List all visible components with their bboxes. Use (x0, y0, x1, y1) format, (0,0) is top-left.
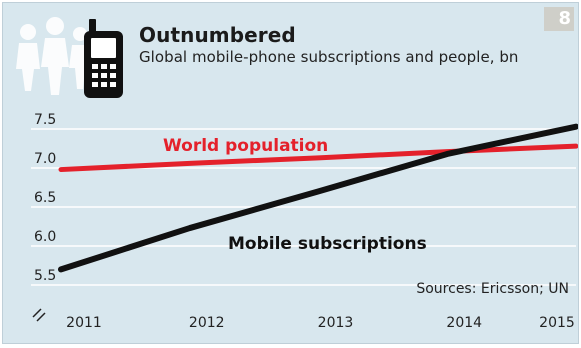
y-tick-label-7.0: 7.0 (34, 151, 56, 167)
y-tick-label-5.5: 5.5 (34, 268, 56, 284)
axis-break-icon (32, 308, 46, 322)
chart-canvas: 5.5 6.0 6.5 7.0 7.5 2011 2012 2013 2014 2015 Wor… (16, 17, 578, 331)
x-tick-label-2011: 2011 (66, 315, 102, 331)
figure-number-badge: 8 (544, 7, 574, 31)
source-note: Sources: Ericsson; UN (416, 281, 569, 297)
y-tick-label-6.5: 6.5 (34, 190, 56, 206)
x-tick-label-2015: 2015 (539, 315, 575, 331)
grid-layer (31, 128, 576, 286)
chart-frame: 5.5 6.0 6.5 7.0 7.5 2011 2012 2013 2014 2015 Wor… (2, 2, 579, 344)
series-layer (58, 123, 578, 273)
chart-subtitle: Global mobile-phone subscriptions and pe… (139, 48, 519, 66)
population-series-label: World population (163, 136, 328, 156)
y-axis-ticks: 5.5 6.0 6.5 7.0 7.5 (34, 112, 56, 284)
subscriptions-series-label: Mobile subscriptions (228, 234, 427, 254)
y-tick-label-6.0: 6.0 (34, 229, 56, 245)
y-tick-label-7.5: 7.5 (34, 112, 56, 128)
x-tick-label-2012: 2012 (189, 315, 225, 331)
mobile-phone-icon (84, 19, 123, 98)
people-silhouettes-icon (16, 17, 91, 95)
x-axis-ticks: 2011 2012 2013 2014 2015 (66, 315, 575, 331)
chart-title: Outnumbered (139, 23, 296, 47)
x-tick-label-2013: 2013 (318, 315, 354, 331)
x-tick-label-2014: 2014 (446, 315, 482, 331)
